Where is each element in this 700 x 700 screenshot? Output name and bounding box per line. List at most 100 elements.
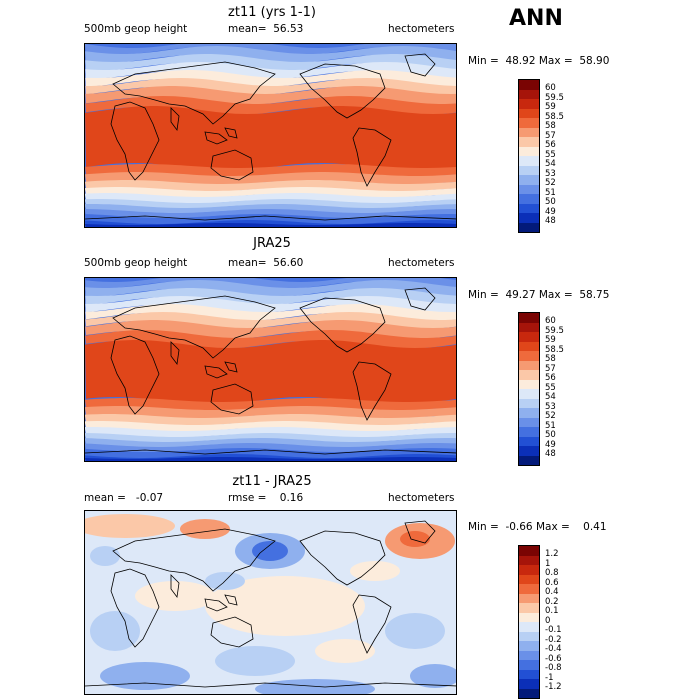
contour-band (85, 96, 456, 115)
colorbar-tick-label: -1 (545, 672, 554, 683)
colorbar-swatch (519, 398, 539, 408)
anomaly-region (410, 664, 456, 688)
colorbar-tick-label: 58.5 (545, 344, 564, 355)
map-model (84, 43, 457, 228)
colorbar-swatch (519, 146, 539, 156)
units-label: hectometers (388, 23, 455, 35)
colorbar-tick-label: 51 (545, 187, 556, 198)
colorbar-tick-label: 54 (545, 159, 556, 169)
colorbar-tick-label: 55 (545, 382, 556, 393)
coastline-segment (404, 287, 436, 311)
contour-band (85, 199, 456, 209)
colorbar-tick-label: 50 (545, 197, 556, 207)
coastline-segment (110, 335, 160, 415)
colorbar-tick-label: 1.2 (545, 549, 559, 559)
colorbar-tick-label: -1.2 (545, 682, 562, 692)
contour-band (85, 443, 456, 453)
contour-band (85, 78, 456, 95)
colorbar-tick-label: 52 (545, 411, 556, 421)
colorbar-swatch (519, 574, 539, 584)
anomaly-region (205, 576, 365, 636)
colorbar-tick-label: 49 (545, 439, 556, 450)
coastline-segment (210, 616, 254, 648)
contour-band (85, 340, 456, 405)
colorbar-tick-label: 1 (545, 558, 551, 569)
contour-band (85, 193, 456, 204)
contour-band (85, 180, 456, 192)
coastline-segment (204, 131, 228, 145)
coastline-segment (170, 341, 180, 366)
anomaly-region (85, 514, 175, 538)
units-label: hectometers (388, 492, 455, 504)
colorbar-swatch (519, 89, 539, 99)
colorbar-swatch (519, 408, 539, 418)
variable-label: 500mb geop height (84, 23, 188, 35)
colorbar-swatch (519, 108, 539, 118)
contour-band (85, 209, 456, 219)
colorbar-tick-label: 55 (545, 149, 556, 160)
contour-band (85, 288, 456, 305)
contour-band (85, 296, 456, 313)
coastline-segment (352, 594, 392, 654)
colorbar-tick-label: 0.1 (545, 606, 559, 616)
coastline-segment (299, 63, 386, 119)
contour-band (85, 54, 456, 71)
colorbar-tick-label: 0.2 (545, 596, 559, 607)
contour-band (85, 106, 456, 171)
coastline-segment (299, 297, 386, 353)
contour-band (85, 438, 456, 448)
colorbar-tick-label: 57 (545, 363, 556, 374)
colorbar-tick-label: 59 (545, 102, 556, 112)
contour-band (85, 448, 456, 459)
colorbar-swatch (519, 322, 539, 332)
colorbar-swatch (519, 156, 539, 166)
coastline-segment (204, 365, 228, 379)
colorbar-swatch (519, 565, 539, 575)
colorbar-swatch (519, 137, 539, 147)
colorbar-swatch (519, 631, 539, 641)
colorbar-swatch (519, 360, 539, 370)
coastline-segment (224, 127, 238, 139)
map-obs (84, 277, 457, 462)
coastline-segment (224, 594, 238, 606)
colorbar-swatch (519, 584, 539, 594)
colorbar-tick-label: 48 (545, 216, 556, 226)
coastline-segment (85, 449, 456, 455)
colorbar-swatch (519, 213, 539, 223)
coastline-segment (204, 598, 228, 612)
contour-band (85, 187, 456, 198)
colorbar-swatch (519, 99, 539, 109)
colorbar-tick-label: 0.8 (545, 568, 559, 578)
contour-band (85, 414, 456, 426)
colorbar-tick-label: 58.5 (545, 111, 564, 122)
colorbar-swatch (519, 127, 539, 137)
contour-band (85, 406, 456, 419)
colorbar-tick-label: 59 (545, 335, 556, 345)
colorbar-swatch (519, 679, 539, 689)
colorbar-swatch (519, 332, 539, 342)
colorbar-tick-label: 59.5 (545, 325, 564, 336)
contour-band (85, 62, 456, 79)
colorbar-tick-label: 56 (545, 140, 556, 150)
colorbar-swatch (519, 555, 539, 565)
colorbar-swatch (519, 603, 539, 613)
mean-label: mean= 56.60 (228, 257, 304, 269)
colorbar-swatch (519, 446, 539, 456)
contour-band (85, 421, 456, 432)
colorbar-swatch (519, 641, 539, 651)
mean-label: mean= 56.53 (228, 23, 304, 35)
contour-band (85, 427, 456, 438)
colorbar-swatch (519, 427, 539, 437)
anomaly-region (215, 646, 295, 676)
coastline-segment (85, 682, 456, 688)
coastline-segment (170, 574, 180, 599)
anomaly-region (100, 662, 190, 690)
colorbar-swatch (519, 351, 539, 361)
coastline-segment (170, 107, 180, 132)
contour-band (85, 312, 456, 329)
anomaly-region (315, 639, 375, 663)
colorbar-tick-label: 48 (545, 449, 556, 459)
coastline-segment (352, 361, 392, 421)
colorbar-swatch (519, 669, 539, 679)
units-label: hectometers (388, 257, 455, 269)
